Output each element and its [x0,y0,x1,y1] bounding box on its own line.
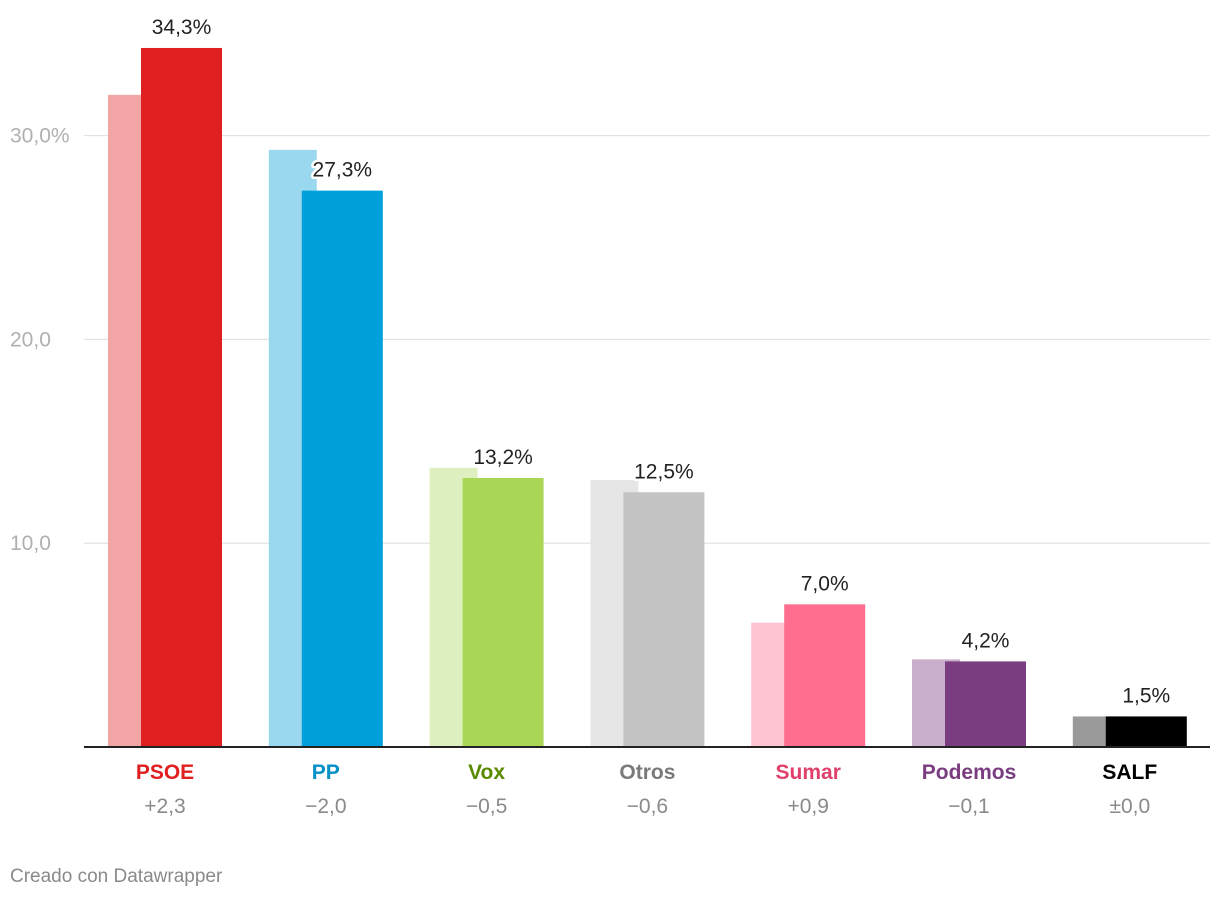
bars [84,47,1210,748]
bar-current-sumar [784,604,866,747]
value-label-otros: 12,5% [634,460,694,483]
y-tick-label: 30,0% [10,125,70,148]
labels: 10,0 20,0 30,0% 34,3% PSOE +2,3 27,3% PP −2,0 13,… [10,13,1173,818]
bar-current-podemos [945,661,1026,747]
party-label-otros: Otros [619,761,675,784]
y-tick-label: 20,0 [10,328,51,351]
change-label-psoe: +2,3 [144,795,185,818]
value-label-podemos: 4,2% [962,629,1010,652]
change-label-vox: −0,5 [466,795,507,818]
party-label-vox: Vox [468,761,505,784]
bar-current-psoe [141,47,222,747]
value-label-psoe: 34,3% [152,16,212,39]
party-label-sumar: Sumar [776,761,841,784]
y-tick-label: 10,0 [10,532,51,555]
credit-text: Creado con Datawrapper [10,866,223,887]
bar-current-pp [301,190,383,748]
value-label-salf: 1,5% [1122,684,1170,707]
value-label-sumar: 7,0% [801,572,849,595]
change-label-podemos: −0,1 [948,795,989,818]
party-label-salf: SALF [1102,761,1157,784]
change-label-sumar: +0,9 [787,795,828,818]
change-label-pp: −2,0 [305,795,346,818]
value-label-vox: 13,2% [473,446,533,469]
change-label-salf: ±0,0 [1109,795,1150,818]
party-label-podemos: Podemos [922,761,1017,784]
change-label-otros: −0,6 [627,795,668,818]
bar-current-vox [462,477,544,747]
value-label-pp: 27,3% [313,159,373,182]
party-label-psoe: PSOE [136,761,194,784]
bar-current-salf [1105,716,1187,747]
party-label-pp: PP [312,761,340,784]
bar-current-otros [623,492,705,747]
